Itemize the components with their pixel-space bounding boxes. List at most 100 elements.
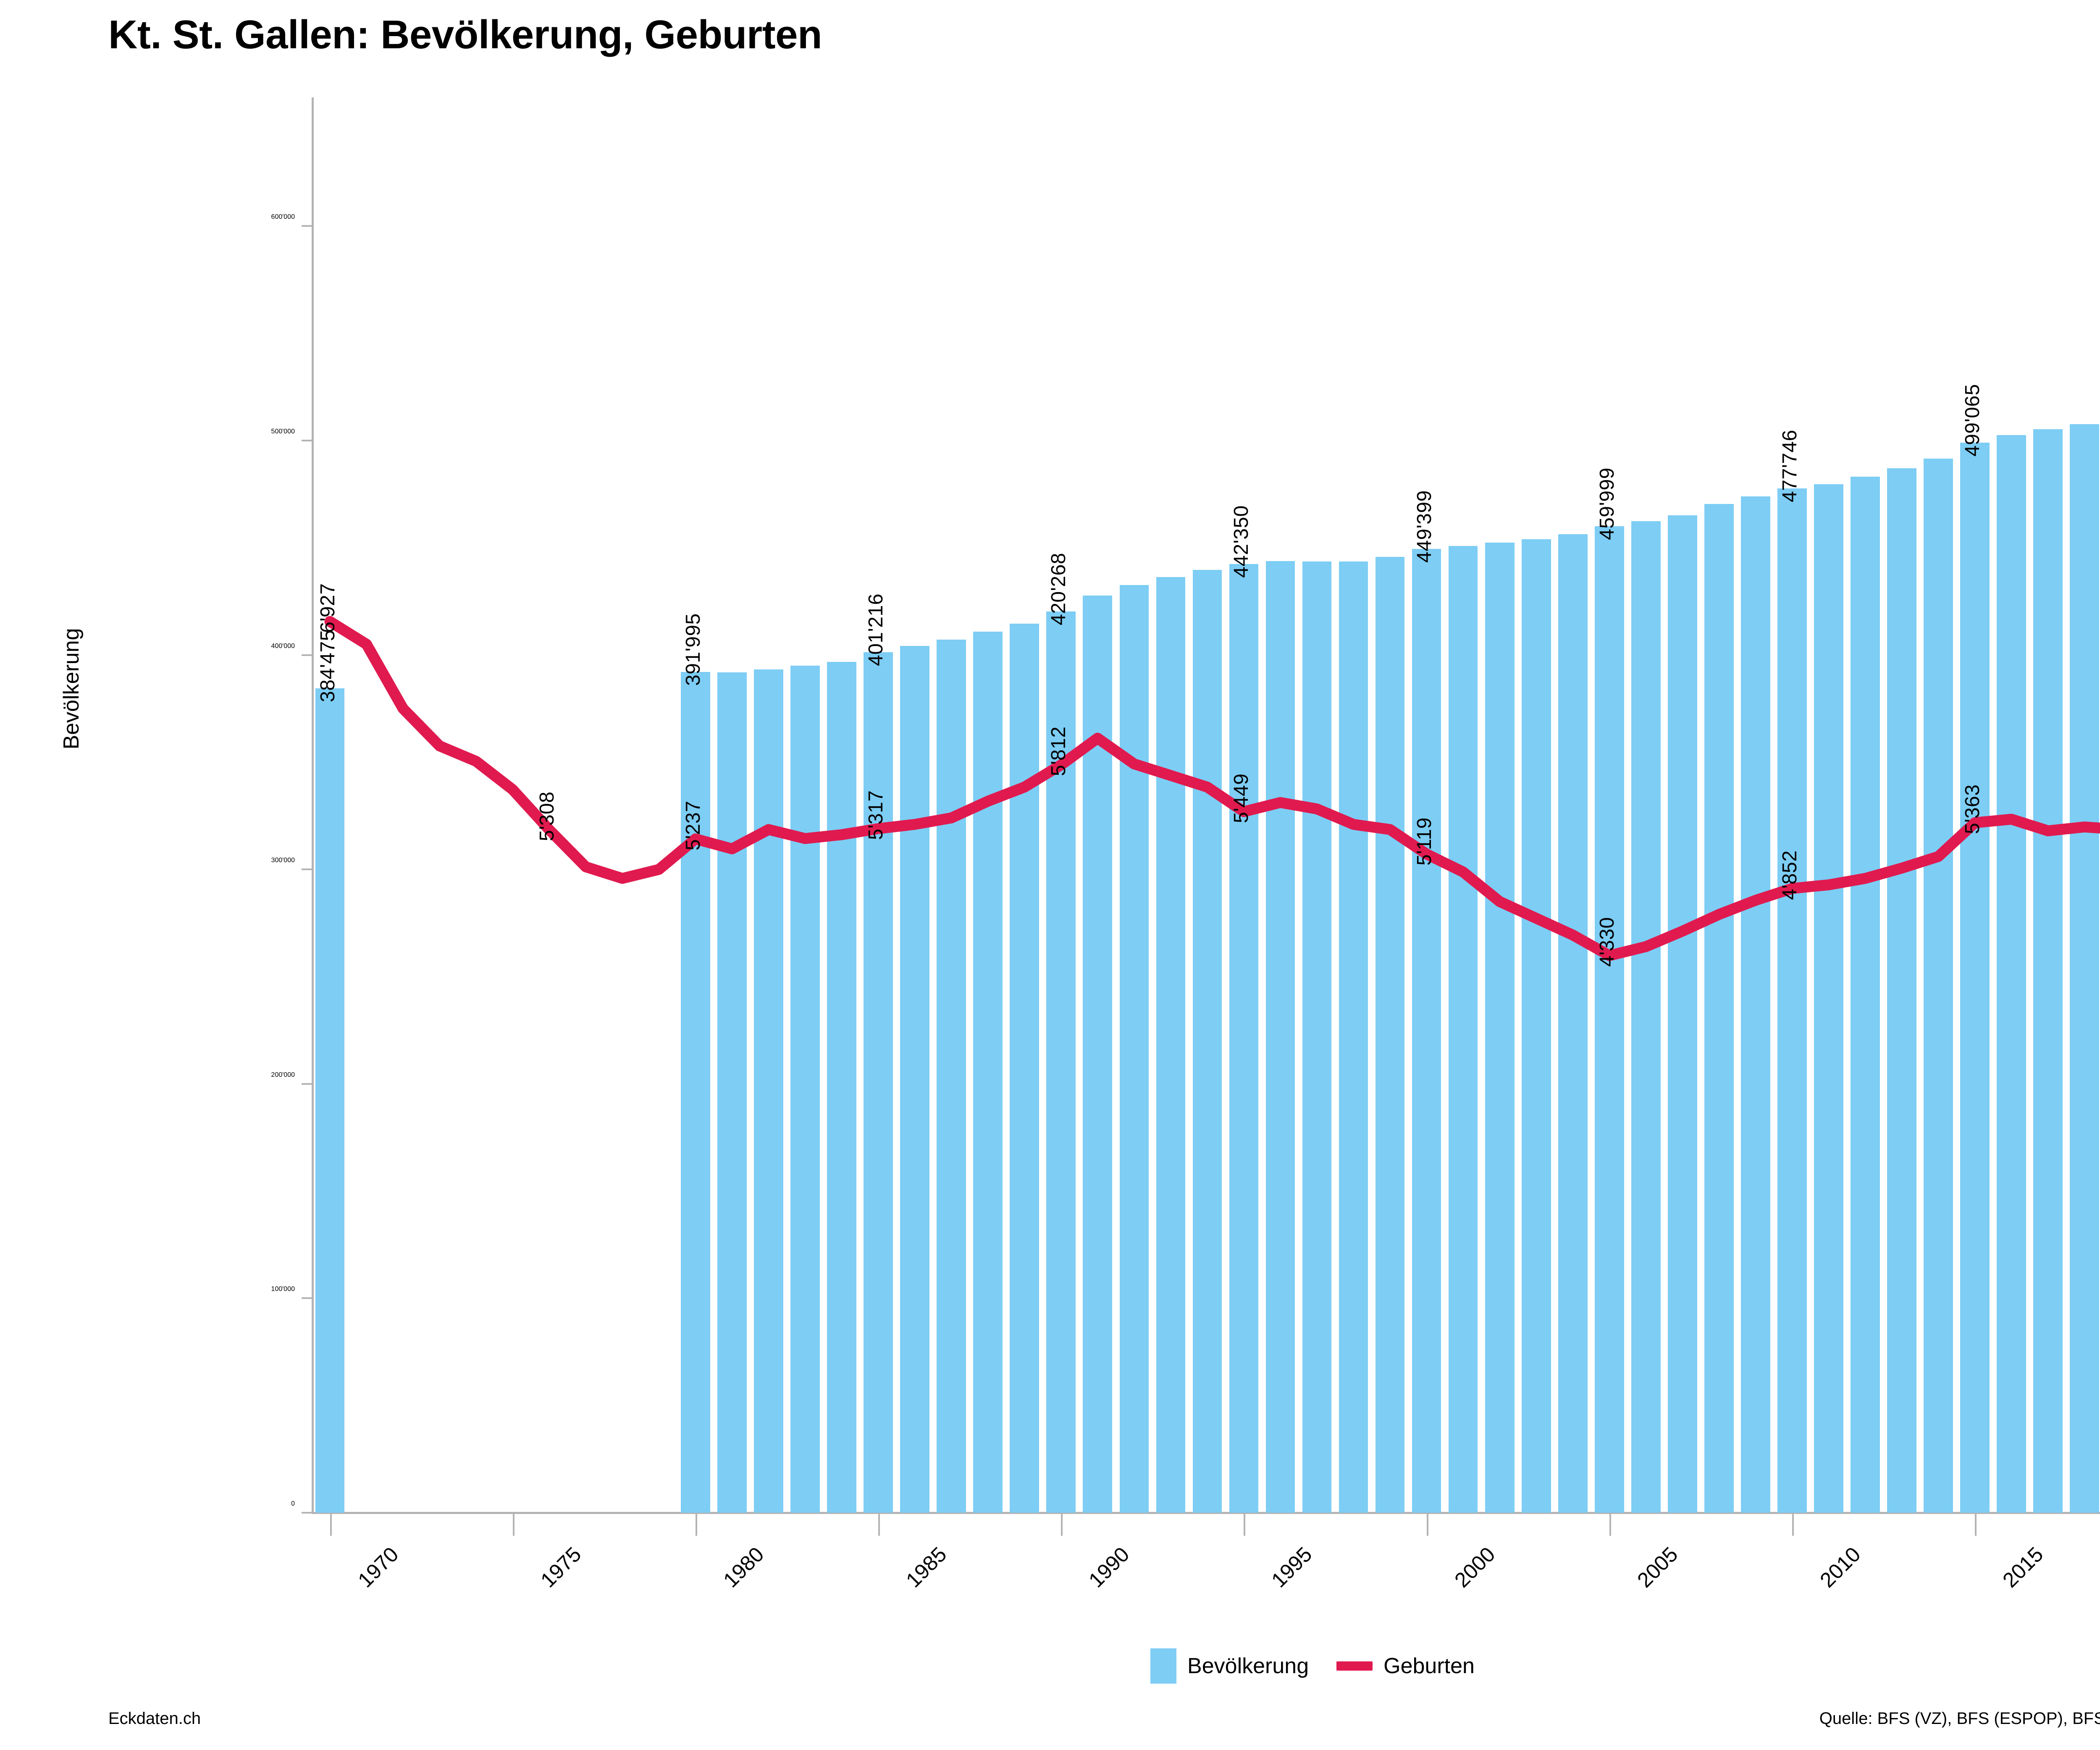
y-axis-left-title: Bevölkerung: [59, 628, 84, 750]
x-axis-tick-label: 1975: [536, 1542, 586, 1592]
x-axis-tick-label: 1995: [1267, 1542, 1317, 1592]
bar[interactable]: [754, 669, 783, 1513]
legend-bar-swatch-icon: [1150, 1648, 1177, 1684]
y-axis-left-tick-label: 600'000: [271, 213, 295, 221]
line-value-label: 6'927: [316, 583, 339, 633]
line-value-label: 5'363: [1961, 784, 1984, 834]
bar[interactable]: [681, 672, 710, 1513]
bar[interactable]: [1851, 477, 1880, 1513]
line-value-label: 4'330: [1596, 917, 1618, 967]
bar[interactable]: [1704, 504, 1734, 1513]
x-axis-tick-mark: [1609, 1514, 1611, 1536]
bar[interactable]: [1192, 570, 1222, 1513]
bar[interactable]: [1558, 534, 1588, 1513]
bar[interactable]: [1485, 542, 1515, 1513]
x-axis-tick-mark: [1426, 1514, 1428, 1536]
x-axis-tick-label: 2005: [1633, 1542, 1683, 1592]
bar[interactable]: [1375, 556, 1405, 1513]
y-axis-left-tick-label: 500'000: [271, 428, 295, 435]
line-value-label: 5'237: [682, 800, 704, 850]
x-axis-tick-label: 1980: [719, 1542, 769, 1592]
x-axis-tick-label: 1990: [1084, 1542, 1134, 1592]
bar[interactable]: [1814, 484, 1843, 1513]
x-axis-tick-label: 2000: [1449, 1542, 1500, 1592]
bar[interactable]: [1595, 526, 1624, 1513]
bar-value-label: 401'216: [865, 593, 887, 666]
bar[interactable]: [1010, 623, 1040, 1513]
bar[interactable]: [1960, 442, 1990, 1513]
legend-label-bevoelkerung: Bevölkerung: [1187, 1654, 1309, 1678]
bar[interactable]: [1521, 539, 1551, 1513]
x-axis-tick-label: 1970: [353, 1542, 403, 1592]
bar[interactable]: [1668, 515, 1697, 1513]
line-value-label: 5'317: [865, 790, 887, 840]
bar-value-label: 442'350: [1230, 505, 1253, 578]
bar[interactable]: [1339, 561, 1368, 1513]
x-axis-tick-mark: [512, 1514, 514, 1536]
bar[interactable]: [2070, 424, 2100, 1513]
y-axis-left-tick-mark: [302, 1297, 312, 1299]
bar[interactable]: [1887, 468, 1916, 1513]
y-axis-left-tick-mark: [302, 1083, 312, 1085]
bar-value-label: 499'065: [1961, 383, 1984, 457]
bar-value-label: 384'475: [316, 630, 339, 702]
bar[interactable]: [790, 666, 820, 1513]
line-value-label: 4'852: [1779, 850, 1801, 900]
line-value-label: 5'812: [1047, 726, 1070, 777]
bar[interactable]: [1265, 561, 1295, 1513]
x-axis-tick-mark: [1244, 1514, 1246, 1536]
bar[interactable]: [973, 631, 1003, 1513]
y-axis-left-tick-mark: [302, 654, 312, 656]
bar[interactable]: [1156, 577, 1186, 1513]
bar[interactable]: [1741, 496, 1770, 1513]
bar[interactable]: [717, 672, 747, 1513]
x-axis-tick-mark: [695, 1514, 697, 1536]
x-axis-tick-mark: [1061, 1514, 1063, 1536]
bar[interactable]: [1412, 549, 1441, 1513]
y-axis-left-tick-label: 100'000: [271, 1286, 295, 1293]
line-value-label: 5'119: [1413, 817, 1436, 866]
footer-source-site: Eckdaten.ch: [108, 1709, 201, 1728]
footer-source-note: Quelle: BFS (VZ), BFS (ESPOP), BFS (STAT…: [1819, 1709, 2100, 1728]
y-axis-left-tick-label: 0: [291, 1500, 295, 1507]
bar[interactable]: [827, 661, 856, 1513]
legend-item-bevoelkerung[interactable]: Bevölkerung: [1150, 1648, 1309, 1684]
page-title: Kt. St. Gallen: Bevölkerung, Geburten: [108, 12, 822, 57]
legend-line-swatch-icon: [1336, 1661, 1373, 1671]
x-axis-tick-label: 2015: [1998, 1542, 2048, 1592]
bar[interactable]: [1229, 564, 1259, 1513]
bar-value-label: 477'746: [1779, 429, 1801, 502]
legend: Bevölkerung Geburten: [0, 1648, 2100, 1684]
bar[interactable]: [2033, 429, 2063, 1513]
y-axis-left-tick-mark: [302, 1512, 312, 1514]
y-axis-left-tick-mark: [302, 439, 312, 441]
y-axis-left-tick-label: 200'000: [271, 1071, 295, 1078]
bar[interactable]: [937, 639, 966, 1513]
bar[interactable]: [1777, 488, 1807, 1513]
legend-label-geburten: Geburten: [1383, 1654, 1475, 1678]
bar-value-label: 420'268: [1047, 553, 1070, 626]
y-axis-left-tick-mark: [302, 868, 312, 871]
x-axis-tick-mark: [878, 1514, 880, 1536]
plot-area: 384'475 391'995 401'216 420'268 442'350 449'3…: [312, 97, 2100, 1513]
bar[interactable]: [1119, 585, 1149, 1513]
legend-item-geburten[interactable]: Geburten: [1336, 1653, 1475, 1679]
bar[interactable]: [864, 652, 893, 1513]
bar[interactable]: [1448, 546, 1478, 1513]
x-axis-tick-label: 2010: [1815, 1542, 1865, 1592]
x-axis-tick-mark: [1792, 1514, 1794, 1536]
y-axis-left-tick-label: 400'000: [271, 642, 295, 650]
bar-value-label: 459'999: [1596, 467, 1618, 540]
bar[interactable]: [1302, 561, 1332, 1513]
x-axis-tick-mark: [330, 1514, 332, 1536]
bar[interactable]: [1083, 596, 1113, 1513]
x-axis-tick-mark: [1975, 1514, 1977, 1536]
bar[interactable]: [900, 646, 929, 1513]
bar-value-label: 391'995: [682, 613, 704, 686]
bar[interactable]: [1924, 459, 1953, 1513]
bar[interactable]: [1997, 435, 2026, 1513]
bar[interactable]: [315, 688, 345, 1513]
y-axis-left-line: [312, 97, 314, 1513]
y-axis-left-tick-label: 300'000: [271, 857, 295, 864]
bar[interactable]: [1631, 521, 1661, 1513]
